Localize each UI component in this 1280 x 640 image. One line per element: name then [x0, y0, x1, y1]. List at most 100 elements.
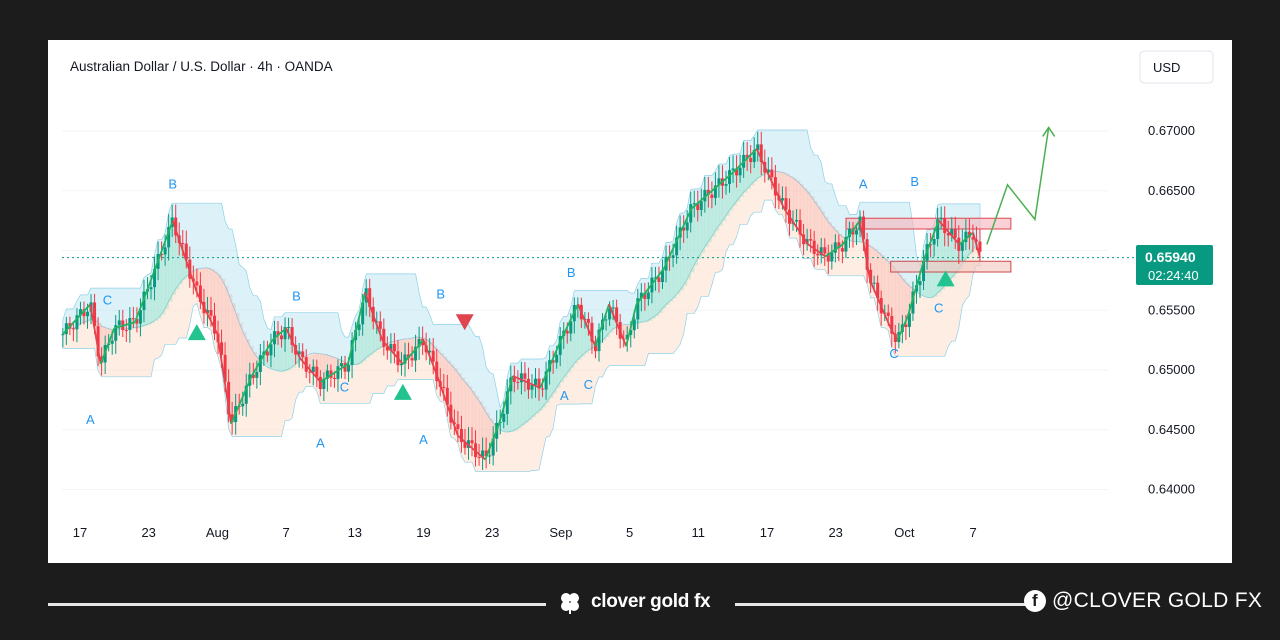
last-price-label: 0.65940 [1145, 249, 1196, 265]
x-tick-label: 23 [485, 525, 499, 540]
candle-body [244, 385, 248, 404]
zigzag-down [285, 327, 301, 359]
zigzag-down [889, 327, 899, 341]
zigzag-lines [62, 148, 981, 461]
trend-fill [309, 354, 314, 373]
trend-fill [320, 353, 325, 390]
candle-body [950, 229, 954, 236]
candle-body [699, 201, 703, 210]
trend-fill [316, 353, 321, 378]
social-handle[interactable]: f @CLOVER GOLD FX [1024, 588, 1262, 614]
trend-fill [397, 340, 402, 366]
candle-body [643, 292, 647, 299]
trend-fill [817, 205, 822, 256]
candle-body [403, 354, 407, 364]
trend-fill [539, 388, 543, 412]
candle-body [632, 319, 636, 331]
candle-body [205, 310, 209, 314]
candle-body [153, 268, 157, 288]
trend-fill [831, 226, 836, 254]
zigzag-down [381, 339, 404, 365]
trend-fill [553, 362, 557, 394]
candle-body [731, 168, 735, 171]
trend-fill [486, 412, 490, 457]
trend-fill [560, 335, 565, 383]
candle-body [251, 374, 255, 378]
candle-body [597, 329, 601, 352]
trend-fill [789, 175, 794, 225]
trend-fill [126, 328, 131, 331]
trend-fill [457, 372, 462, 430]
trend-fill [581, 319, 586, 357]
trend-fill [76, 315, 81, 327]
trend-fill [143, 291, 148, 326]
trend-fill [249, 345, 254, 375]
candle-body [833, 242, 837, 253]
trend-fill [415, 337, 420, 348]
zigzag-down [216, 334, 233, 424]
zigzag-down [512, 375, 541, 389]
candle-body [770, 169, 774, 178]
trend-fill [91, 302, 95, 320]
candle-body [488, 455, 492, 457]
candle-body [907, 313, 911, 327]
trend-fill [648, 292, 653, 321]
zigzag-down [422, 339, 439, 377]
candle-body [939, 218, 943, 220]
candle-body [269, 344, 273, 356]
candle-body [378, 321, 382, 329]
zigzag-down [858, 220, 871, 281]
trend-fill [747, 157, 751, 190]
candle-body [301, 351, 305, 358]
trend-fill [757, 144, 762, 179]
candle-body [565, 330, 569, 334]
trend-fill [666, 256, 670, 306]
trend-fill [507, 391, 512, 433]
currency-button[interactable]: USD [1139, 50, 1214, 84]
trend-fill [542, 389, 547, 408]
trend-fill [838, 233, 843, 249]
trend-fill [644, 298, 649, 323]
candle-body [124, 329, 128, 331]
candle-body [749, 157, 753, 163]
trend-fill [856, 230, 861, 243]
zigzag-up [958, 231, 974, 246]
trend-fill [531, 384, 536, 418]
candle-body [710, 194, 714, 198]
trend-fill [200, 268, 205, 303]
candle-body [671, 255, 675, 258]
trend-fill [337, 358, 342, 367]
trend-fill [715, 185, 720, 232]
trend-fill [302, 357, 307, 359]
trend-fill [535, 378, 540, 414]
trend-fill [814, 201, 819, 255]
candle-body [682, 227, 686, 231]
candle-body [795, 220, 799, 222]
trend-fill [793, 177, 797, 223]
trend-fill [708, 194, 713, 243]
facebook-icon: f [1024, 590, 1046, 612]
trend-fill [334, 357, 339, 380]
candle-body [322, 378, 326, 389]
trend-fill [888, 261, 893, 317]
trend-fill [754, 150, 759, 182]
pattern-label-a: A [316, 436, 325, 451]
candle-body [523, 373, 527, 379]
candle-body [414, 346, 418, 361]
price-zones [62, 217, 1136, 273]
trend-fill [697, 209, 702, 260]
candle-body [971, 237, 975, 240]
candle-body [837, 242, 841, 249]
trend-fill [683, 230, 688, 286]
candle-body [823, 247, 827, 254]
zigzag-up [690, 172, 734, 210]
trend-fill [440, 353, 445, 388]
candle-body [752, 150, 756, 163]
trend-fill [228, 294, 233, 415]
candle-body [491, 438, 495, 456]
trend-fill [475, 395, 480, 458]
trend-fill [147, 289, 152, 325]
trend-fill [563, 330, 568, 378]
candle-body [911, 291, 915, 314]
